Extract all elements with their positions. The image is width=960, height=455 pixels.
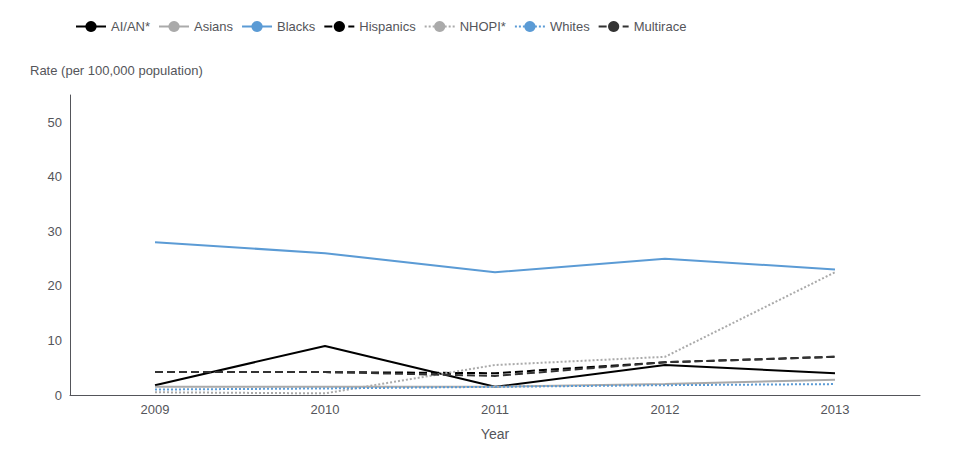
svg-text:2013: 2013	[821, 402, 850, 417]
svg-text:Blacks: Blacks	[277, 19, 316, 34]
svg-text:Multirace: Multirace	[634, 19, 687, 34]
svg-text:AI/AN*: AI/AN*	[111, 19, 150, 34]
svg-text:30: 30	[48, 224, 62, 239]
svg-text:Hispanics: Hispanics	[359, 19, 416, 34]
svg-text:2010: 2010	[311, 402, 340, 417]
svg-text:NHOPI*: NHOPI*	[460, 19, 506, 34]
svg-text:Asians: Asians	[194, 19, 234, 34]
svg-text:2009: 2009	[141, 402, 170, 417]
svg-text:2011: 2011	[481, 402, 509, 417]
svg-text:20: 20	[48, 278, 62, 293]
svg-text:Year: Year	[481, 426, 510, 442]
svg-text:2012: 2012	[651, 402, 680, 417]
svg-text:50: 50	[48, 115, 62, 130]
svg-text:Whites: Whites	[550, 19, 590, 34]
svg-text:40: 40	[48, 169, 62, 184]
svg-text:Rate (per 100,000 population): Rate (per 100,000 population)	[30, 63, 203, 78]
svg-text:0: 0	[55, 388, 62, 403]
svg-text:10: 10	[48, 333, 62, 348]
